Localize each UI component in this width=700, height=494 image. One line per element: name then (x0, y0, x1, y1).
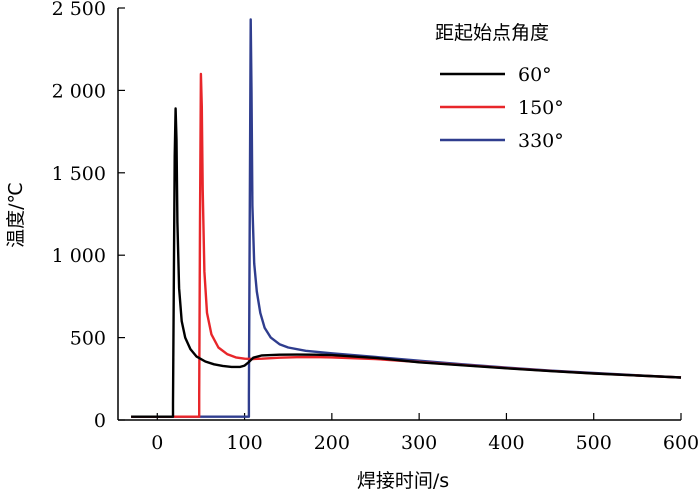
x-tick-label: 600 (663, 432, 699, 454)
legend: 距起始点角度 60° 150° 330° (435, 22, 564, 152)
x-tick-label: 400 (488, 432, 524, 454)
legend-label: 330° (518, 130, 564, 152)
axes (117, 8, 681, 421)
x-tick-label: 500 (576, 432, 612, 454)
x-axis-title: 焊接时间/s (357, 470, 449, 492)
y-tick-label: 1 000 (52, 245, 106, 267)
x-tick-label: 200 (314, 432, 350, 454)
legend-label: 60° (518, 64, 552, 86)
y-tick-label: 2 000 (52, 80, 106, 102)
series-line-330deg (131, 18, 682, 418)
x-tick-label: 0 (151, 432, 163, 454)
y-tick-label: 500 (70, 328, 106, 350)
legend-title: 距起始点角度 (435, 22, 549, 44)
x-tick-label: 100 (226, 432, 262, 454)
ticks: 0 100 200 300 400 500 600 0 500 1 000 1 500 2 000 2 … (52, 0, 700, 454)
y-tick-label: 2 500 (52, 0, 106, 20)
y-axis-title: 温度/℃ (5, 182, 27, 248)
legend-label: 150° (518, 97, 564, 119)
y-tick-label: 0 (94, 410, 106, 432)
y-tick-label: 1 500 (52, 163, 106, 185)
series-lines (131, 18, 682, 418)
x-tick-label: 300 (401, 432, 437, 454)
series-line-60deg (131, 107, 682, 418)
